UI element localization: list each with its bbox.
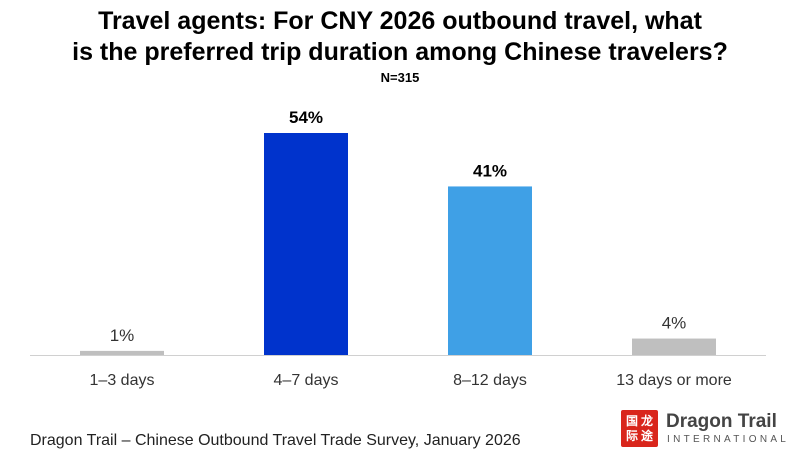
bar	[264, 133, 348, 355]
logo-subtitle: INTERNATIONAL	[667, 434, 790, 445]
bar	[632, 338, 716, 355]
category-tick-label: 13 days or more	[616, 372, 732, 389]
bar	[448, 186, 532, 355]
dragon-trail-logo-mark: 国 龙 际 途	[621, 410, 658, 447]
logo-glyph: 国	[626, 414, 639, 428]
chart-subtitle: N=315	[380, 70, 420, 85]
category-tick-label: 1–3 days	[90, 372, 155, 389]
data-label: 54%	[289, 108, 323, 127]
dragon-trail-logo: 国 龙 际 途 Dragon Trail INTERNATIONAL	[621, 410, 786, 450]
source-footnote: Dragon Trail – Chinese Outbound Travel T…	[30, 432, 521, 449]
data-label: 4%	[662, 314, 687, 333]
logo-glyph: 途	[641, 429, 654, 443]
data-label: 41%	[473, 161, 507, 180]
category-tick-label: 4–7 days	[274, 372, 339, 389]
data-label: 1%	[110, 326, 135, 345]
logo-glyph: 龙	[641, 414, 654, 428]
chart-title-line-2: is the preferred trip duration among Chi…	[72, 38, 728, 66]
chart-title: Travel agents: For CNY 2026 outbound tra…	[0, 6, 800, 68]
logo-glyph: 际	[626, 429, 639, 443]
category-tick-label: 8–12 days	[453, 372, 527, 389]
logo-name: Dragon Trail	[666, 411, 777, 432]
bar	[80, 350, 164, 355]
chart-title-line-1: Travel agents: For CNY 2026 outbound tra…	[98, 7, 702, 35]
